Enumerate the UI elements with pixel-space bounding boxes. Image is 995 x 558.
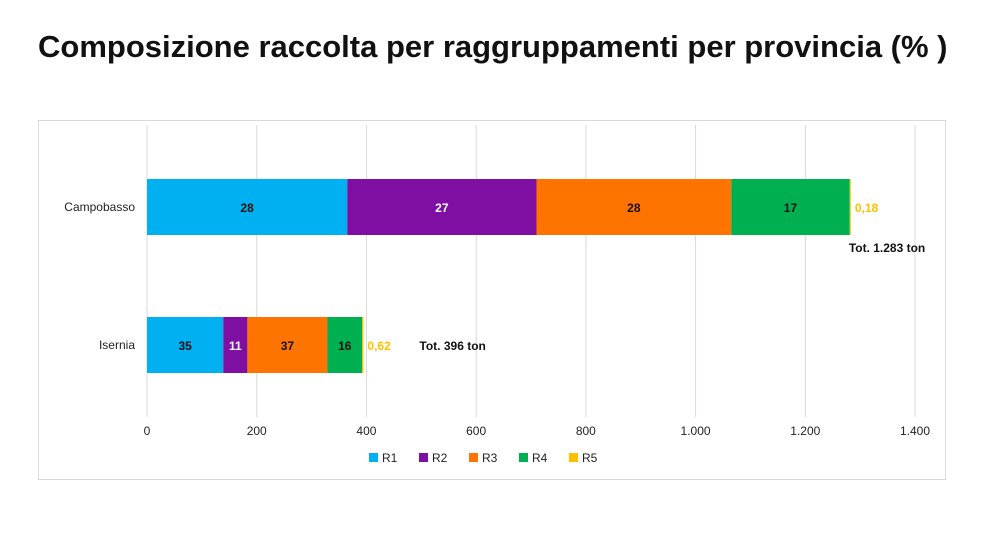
legend-label-r4: R4 [532,451,548,465]
legend-label-r1: R1 [382,451,398,465]
category-label: Campobasso [64,200,135,214]
data-label-r4: 17 [784,201,798,215]
legend-swatch-r5 [569,453,578,462]
bar-segment-r3 [536,179,732,235]
bar-segment-r4 [327,317,363,373]
x-tick-label: 1.400 [900,424,930,438]
legend-label-r2: R2 [432,451,448,465]
bar-segment-r5 [362,317,364,373]
x-tick-label: 800 [576,424,596,438]
total-label: Tot. 1.283 ton [849,241,925,255]
legend-swatch-r3 [469,453,478,462]
category-label: Isernia [99,338,135,352]
x-tick-label: 0 [144,424,151,438]
bar-segment-r2 [223,317,248,373]
legend-label-r5: R5 [582,451,598,465]
data-label-r5: 0,62 [367,339,391,353]
chart-frame: 0 200 400 600 800 1.000 1.200 1.400 Campobasso 28… [38,120,946,480]
chart-svg: 0 200 400 600 800 1.000 1.200 1.400 Campobasso 28… [64,125,930,465]
bar-segment-r5 [849,179,851,235]
x-tick-label: 1.200 [790,424,820,438]
bar-segment-r3 [247,317,328,373]
legend-label-r3: R3 [482,451,498,465]
bar-segment-r4 [731,179,850,235]
chart-title: Composizione raccolta per raggruppamenti… [38,29,948,64]
data-label-r2: 27 [435,201,449,215]
legend-swatch-r4 [519,453,528,462]
data-label-r4: 16 [338,339,352,353]
data-label-r2: 11 [229,339,242,353]
total-label: Tot. 396 ton [419,339,485,353]
data-label-r5: 0,18 [855,201,879,215]
data-label-r3: 28 [627,201,641,215]
bar-segment-r2 [347,179,537,235]
bar-segment-r1 [147,179,348,235]
x-tick-label: 1.000 [681,424,711,438]
legend-swatch-r1 [369,453,378,462]
x-tick-label: 400 [356,424,376,438]
bar-segment-r1 [147,317,224,373]
data-label-r1: 28 [240,201,254,215]
x-tick-label: 600 [466,424,486,438]
data-label-r1: 35 [178,339,192,353]
data-label-r3: 37 [281,339,295,353]
legend-swatch-r2 [419,453,428,462]
x-tick-label: 200 [247,424,267,438]
